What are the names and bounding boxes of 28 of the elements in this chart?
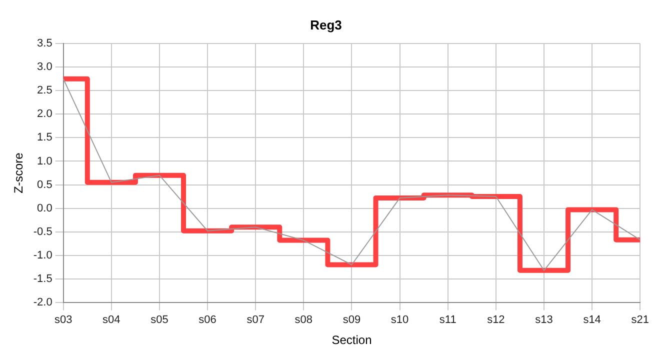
x-tick-label: s07 [246,314,264,326]
y-tick-label: -1.5 [33,272,52,285]
x-tick-label: s11 [439,314,456,326]
y-tick-label: 1.0 [37,155,52,168]
y-tick-label: 0.5 [37,178,52,191]
x-tick-label: s12 [487,314,505,326]
x-tick-label: s13 [535,314,553,326]
y-tick-label: -0.5 [33,226,52,238]
y-tick-label: 0.0 [37,202,52,214]
y-tick-label: -1.0 [33,249,52,262]
x-tick-label: s14 [583,314,601,326]
x-tick-label: s04 [102,314,120,326]
x-tick-label: s10 [390,314,409,326]
y-tick-label: -2.0 [33,296,52,308]
y-axis-title: Z-score [12,152,26,194]
x-tick-label: s08 [294,314,313,326]
y-tick-label: 1.5 [37,132,52,144]
x-axis-title: Section [332,333,372,348]
x-tick-label: s03 [54,314,72,326]
x-tick-label: s21 [631,314,650,326]
y-tick-label: 2.5 [37,84,52,97]
chart-title: Reg3 [310,17,342,32]
y-tick-label: 3.0 [37,61,52,74]
y-tick-label: 3.5 [37,38,52,50]
y-tick-label: 2.0 [37,108,52,120]
x-tick-label: s05 [150,314,168,326]
x-tick-label: s06 [198,314,216,326]
x-tick-label: s09 [342,314,361,326]
